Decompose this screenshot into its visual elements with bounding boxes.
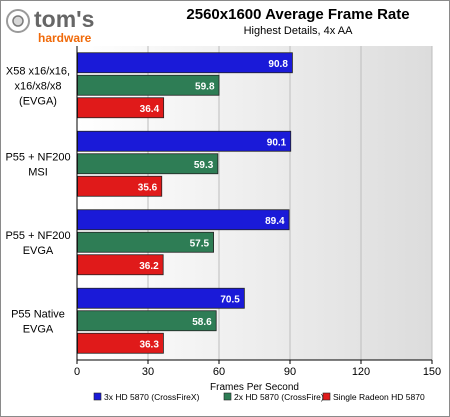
bar xyxy=(77,287,245,309)
category-label: X58 x16/x16, xyxy=(6,65,70,77)
x-axis-label: Frames Per Second xyxy=(210,382,299,393)
category-label: (EVGA) xyxy=(19,95,57,107)
legend-label: 3x HD 5870 (CrossFireX) xyxy=(104,392,200,402)
category-label: x16/x8/x8 xyxy=(14,80,61,92)
x-tick-label: 90 xyxy=(284,366,296,378)
logo-icon-inner xyxy=(12,15,24,27)
bar-value-label: 57.5 xyxy=(190,238,210,249)
bars xyxy=(77,52,293,354)
category-label: EVGA xyxy=(23,245,54,257)
legend-label: Single Radeon HD 5870 xyxy=(333,392,425,402)
category-labels: X58 x16/x16, x16/x8/x8 (EVGA) P55 + NF200 MS… xyxy=(5,65,70,335)
bar-value-label: 90.1 xyxy=(267,137,287,148)
x-tick-label: 0 xyxy=(74,366,80,378)
category-label: P55 Native xyxy=(11,308,65,320)
bar xyxy=(77,209,290,231)
bar-value-label: 59.8 xyxy=(195,81,215,92)
bar-value-label: 89.4 xyxy=(265,216,285,227)
bar xyxy=(77,130,292,152)
bar-value-label: 58.6 xyxy=(192,317,212,328)
bar-value-label: 36.4 xyxy=(140,104,160,115)
bar xyxy=(77,52,293,74)
legend-swatch xyxy=(93,392,102,401)
x-tick-labels: 0 30 60 90 120 150 xyxy=(74,360,441,378)
category-label: MSI xyxy=(28,166,48,178)
legend-swatch xyxy=(223,392,232,401)
category-label: EVGA xyxy=(23,323,54,335)
x-tick-label: 30 xyxy=(142,366,154,378)
legend: 3x HD 5870 (CrossFireX) 2x HD 5870 (Cross… xyxy=(93,392,425,402)
logo-brand: tom's xyxy=(34,6,94,32)
bar-value-label: 35.6 xyxy=(138,182,158,193)
bar-value-label: 70.5 xyxy=(220,294,240,305)
legend-swatch xyxy=(322,392,331,401)
legend-label: 2x HD 5870 (CrossFire) xyxy=(234,392,324,402)
bar-value-label: 36.3 xyxy=(139,339,159,350)
category-label: P55 + NF200 xyxy=(5,230,70,242)
chart-title: 2560x1600 Average Frame Rate xyxy=(186,6,410,23)
x-tick-label: 150 xyxy=(423,366,441,378)
category-label: P55 + NF200 xyxy=(5,151,70,163)
bar-value-label: 36.2 xyxy=(139,261,159,272)
x-tick-label: 120 xyxy=(352,366,370,378)
logo-sub: hardware xyxy=(38,31,92,45)
toms-hardware-logo: tom's hardware xyxy=(6,6,94,45)
x-tick-label: 60 xyxy=(213,366,225,378)
bar-value-label: 90.8 xyxy=(268,59,288,70)
chart-subtitle: Highest Details, 4x AA xyxy=(243,25,353,37)
bar-value-label: 59.3 xyxy=(194,160,214,171)
bar-value-labels: 90.8 59.8 36.4 90.1 59.3 35.6 89.4 57.5 36.2 70.5… xyxy=(138,59,289,351)
